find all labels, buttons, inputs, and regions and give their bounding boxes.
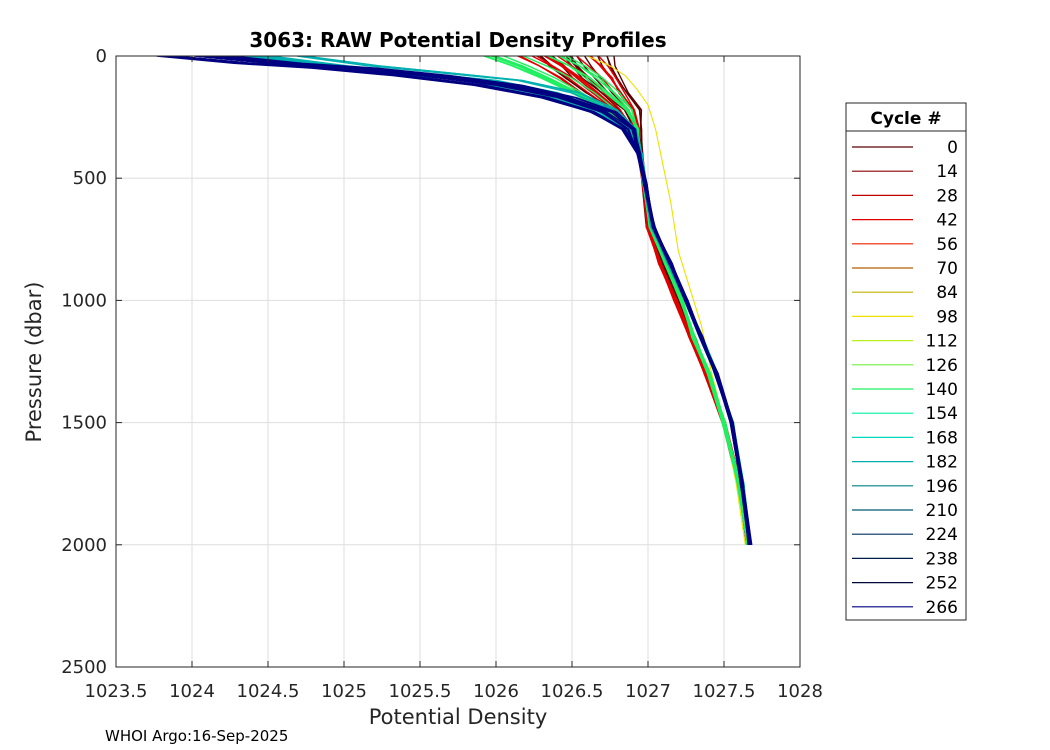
legend-label: 56 bbox=[936, 235, 958, 255]
axes-box bbox=[115, 55, 801, 668]
plot-area bbox=[156, 56, 753, 545]
legend-label: 28 bbox=[936, 186, 958, 206]
y-tick-label: 2000 bbox=[61, 535, 107, 556]
legend-label: 168 bbox=[926, 428, 958, 448]
legend: Cycle # 0 14 28 42 56 70 84 98 112 126 140 154 168 18… bbox=[845, 102, 967, 621]
x-tick-label: 1028 bbox=[777, 681, 823, 702]
y-tick-label: 2500 bbox=[61, 657, 107, 678]
y-axis-label: Pressure (dbar) bbox=[22, 282, 46, 443]
x-tick-label: 1025 bbox=[321, 681, 367, 702]
legend-label: 98 bbox=[936, 307, 958, 327]
legend-label: 266 bbox=[926, 598, 958, 618]
y-axis-ticks: 0 500 1000 1500 2000 2500 bbox=[61, 46, 800, 678]
x-axis-ticks: 1023.5 1024 1024.5 1025 1025.5 1026 1026.5 1027… bbox=[85, 56, 823, 702]
legend-title: Cycle # bbox=[870, 109, 941, 129]
legend-label: 182 bbox=[926, 453, 958, 473]
legend-entries: 0 14 28 42 56 70 84 98 112 126 140 154 168 182 196 210 2… bbox=[852, 138, 958, 618]
legend-label: 196 bbox=[926, 477, 958, 497]
legend-label: 42 bbox=[936, 211, 958, 231]
legend-label: 70 bbox=[936, 259, 958, 279]
legend-label: 14 bbox=[936, 162, 958, 182]
legend-label: 210 bbox=[926, 501, 958, 521]
legend-label: 154 bbox=[926, 404, 958, 424]
legend-label: 140 bbox=[926, 380, 958, 400]
legend-label: 224 bbox=[926, 525, 958, 545]
legend-label: 112 bbox=[926, 332, 958, 352]
x-tick-label: 1026.5 bbox=[541, 681, 604, 702]
x-tick-label: 1026 bbox=[473, 681, 519, 702]
series-line bbox=[194, 56, 751, 545]
legend-label: 0 bbox=[947, 138, 958, 158]
x-axis-label: Potential Density bbox=[369, 705, 548, 729]
series-layer bbox=[156, 56, 753, 545]
footer-text: WHOI Argo:16-Sep-2025 bbox=[105, 727, 288, 745]
legend-label: 84 bbox=[936, 283, 958, 303]
x-tick-label: 1027.5 bbox=[693, 681, 756, 702]
y-tick-label: 1500 bbox=[61, 413, 107, 434]
y-tick-label: 1000 bbox=[61, 290, 107, 311]
legend-label: 126 bbox=[926, 356, 958, 376]
chart-title: 3063: RAW Potential Density Profiles bbox=[249, 28, 666, 52]
x-tick-label: 1024.5 bbox=[237, 681, 300, 702]
y-tick-label: 500 bbox=[73, 168, 107, 189]
x-tick-label: 1027 bbox=[625, 681, 671, 702]
legend-label: 238 bbox=[926, 549, 958, 569]
x-tick-label: 1023.5 bbox=[85, 681, 148, 702]
legend-label: 252 bbox=[926, 574, 958, 594]
x-tick-label: 1025.5 bbox=[389, 681, 452, 702]
y-tick-label: 0 bbox=[96, 46, 107, 67]
x-tick-label: 1024 bbox=[169, 681, 215, 702]
